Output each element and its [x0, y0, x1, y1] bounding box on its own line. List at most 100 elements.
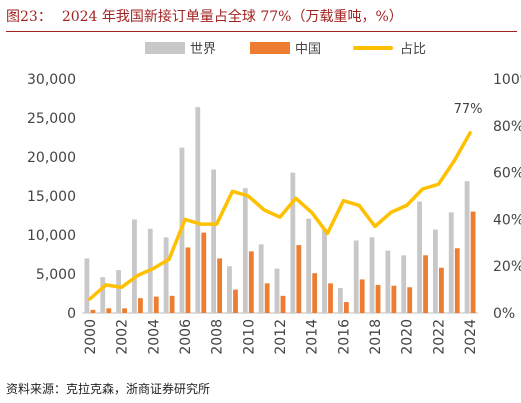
point-share-2020 [405, 204, 408, 207]
bar-china-2006 [185, 247, 191, 313]
y-left-tick-label: 5,000 [36, 267, 76, 283]
bar-world-2000 [84, 258, 90, 313]
bar-china-2003 [138, 298, 143, 313]
point-share-2001 [104, 283, 107, 287]
bar-china-2019 [391, 285, 397, 313]
legend-swatch-0 [145, 42, 185, 54]
point-share-2009 [231, 190, 234, 193]
bar-world-2014 [306, 218, 312, 313]
figure-label: 图23： [6, 9, 52, 25]
y-left-tick-label: 20,000 [27, 150, 76, 166]
bar-world-2023 [448, 212, 454, 313]
y-left-tick-label: 15,000 [27, 189, 76, 205]
bar-china-2023 [454, 248, 460, 313]
point-share-2014 [310, 211, 313, 214]
point-share-2024 [468, 131, 472, 135]
point-share-2016 [342, 199, 345, 202]
bar-china-2007 [201, 232, 207, 313]
source-note: 资料来源：克拉克森，浙商证券研究所 [6, 382, 211, 396]
bar-world-2012 [274, 268, 280, 313]
bar-world-2018 [369, 237, 375, 313]
point-share-2000 [88, 297, 92, 301]
bar-world-2013 [290, 172, 296, 313]
x-tick-label: 2018 [368, 319, 384, 355]
point-share-2019 [389, 211, 393, 214]
point-share-2003 [136, 274, 139, 277]
bar-china-2010 [248, 251, 254, 313]
x-tick-label: 2006 [178, 319, 194, 355]
x-tick-label: 2004 [146, 319, 162, 355]
point-share-2017 [358, 204, 361, 207]
y-left-tick-label: 0 [67, 306, 76, 322]
point-share-2013 [294, 197, 298, 200]
bar-china-2014 [312, 273, 318, 313]
point-share-2022 [437, 183, 440, 186]
bar-world-2001 [100, 277, 106, 313]
bar-world-2007 [195, 107, 201, 313]
y-left-tick-label: 25,000 [27, 111, 76, 127]
bar-china-2020 [407, 287, 413, 313]
figure-title: 图23： 2024 年我国新接订单量占全球 77%（万载重吨，%） [6, 4, 521, 30]
bar-world-2010 [242, 188, 248, 313]
legend-label-1: 中国 [295, 42, 321, 57]
bar-china-2015 [328, 283, 333, 313]
legend-label-2: 占比 [400, 42, 426, 57]
y-right-tick-label: 0% [493, 306, 515, 322]
bar-china-2011 [264, 283, 270, 313]
legend-label-0: 世界 [190, 42, 216, 57]
bar-china-2012 [280, 295, 286, 313]
point-share-2018 [373, 225, 377, 228]
bar-world-2019 [385, 250, 391, 313]
y-right-tick-label: 40% [493, 212, 521, 228]
x-tick-label: 2008 [210, 319, 226, 355]
bar-world-2003 [132, 219, 137, 313]
bar-world-2005 [163, 237, 169, 313]
point-share-2002 [120, 286, 123, 289]
bar-china-2001 [106, 308, 112, 313]
bar-world-2002 [116, 270, 121, 313]
bar-china-2024 [470, 211, 476, 313]
y-right-tick-label: 100% [493, 72, 521, 88]
y-right-tick-label: 60% [493, 166, 521, 182]
x-tick-label: 2016 [336, 319, 352, 355]
y-right-tick-label: 80% [493, 119, 521, 135]
y-right-tick-label: 20% [493, 259, 521, 275]
bar-china-2016 [343, 302, 349, 313]
bar-china-2008 [217, 258, 223, 313]
bar-china-2005 [169, 295, 175, 313]
point-share-2007 [199, 222, 202, 226]
point-share-2010 [247, 194, 250, 198]
x-tick-label: 2014 [305, 319, 321, 355]
legend-swatch-1 [250, 42, 290, 54]
x-tick-label: 2024 [463, 319, 479, 355]
point-share-2005 [167, 257, 171, 261]
point-share-2006 [183, 218, 187, 221]
point-share-2004 [152, 267, 155, 270]
bar-world-2015 [322, 228, 327, 313]
bar-china-2018 [375, 284, 381, 313]
bar-world-2022 [433, 229, 438, 313]
point-share-2023 [453, 159, 456, 163]
bar-china-2000 [90, 309, 96, 313]
x-tick-label: 2010 [241, 319, 257, 355]
x-tick-label: 2000 [83, 319, 99, 355]
x-tick-label: 2002 [115, 319, 131, 355]
bar-world-2020 [401, 255, 407, 313]
bar-world-2017 [353, 240, 359, 313]
title-rule [6, 31, 517, 32]
point-share-2012 [278, 215, 282, 219]
bar-china-2021 [423, 255, 428, 313]
y-left-tick-label: 10,000 [27, 228, 76, 244]
bar-china-2009 [233, 289, 238, 313]
bar-world-2021 [417, 201, 422, 313]
bar-china-2002 [122, 308, 127, 313]
combo-chart: 0 5,000 10,000 15,000 20,000 25,000 30,000 0% 20… [27, 42, 521, 355]
bar-china-2022 [439, 267, 444, 313]
bar-world-2011 [258, 244, 264, 313]
point-share-2021 [421, 187, 424, 191]
bar-china-2013 [296, 245, 302, 313]
bar-china-2004 [153, 296, 159, 313]
x-tick-label: 2022 [431, 319, 447, 355]
figure-title-text: 2024 年我国新接订单量占全球 77%（万载重吨，%） [61, 9, 403, 25]
x-tick-label: 2020 [400, 319, 416, 355]
